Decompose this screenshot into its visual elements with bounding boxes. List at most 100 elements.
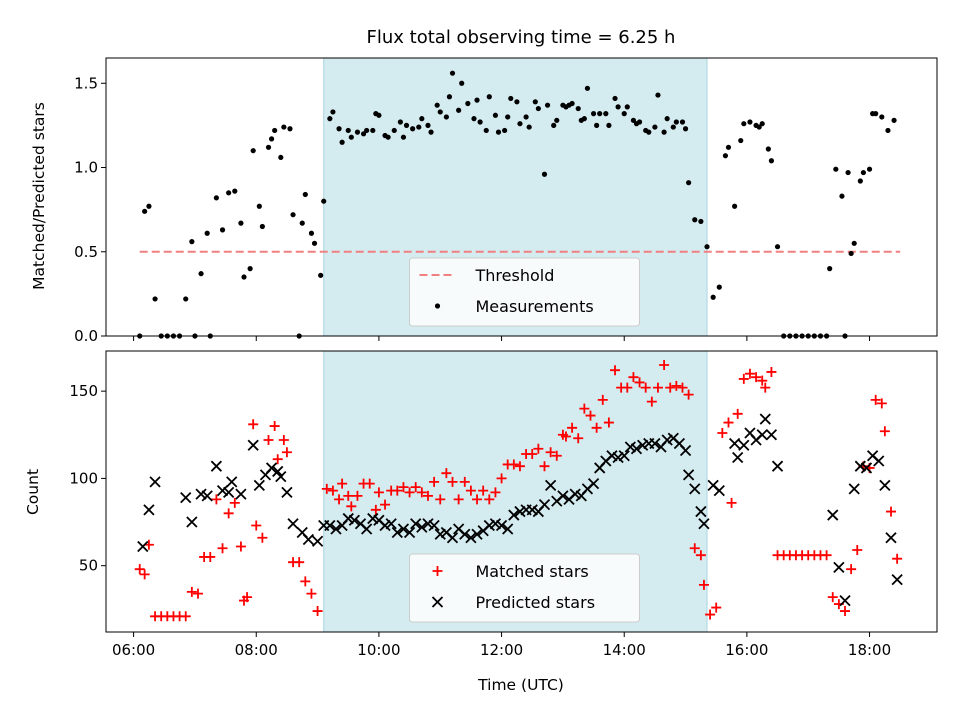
measurement-point [692, 217, 698, 223]
predicted-star-point [630, 443, 643, 455]
predicted-star-point [403, 526, 416, 539]
matched-star-point [652, 382, 663, 393]
predicted-star-point [385, 518, 397, 530]
predicted-star-point [839, 594, 851, 607]
predicted-star-point [459, 528, 471, 540]
top-panel: 0.0 0.5 1.0 1.5 Threshold Measurements [74, 57, 938, 345]
matched-star-point [876, 398, 887, 409]
predicted-star-point [873, 455, 885, 467]
matched-star-point [306, 588, 317, 599]
measurement-point [474, 97, 480, 103]
predicted-star-point [391, 526, 403, 539]
measurement-point [403, 122, 410, 128]
predicted-star-point [713, 484, 725, 497]
x-tick-label: 14:00 [603, 641, 646, 659]
predicted-star-point [679, 444, 692, 457]
measurement-point [226, 190, 232, 196]
measurement-point [204, 230, 210, 236]
matched-star-point [398, 482, 409, 493]
matched-star-point [416, 487, 427, 498]
matched-star-point [879, 426, 890, 437]
matched-star-point [766, 366, 777, 377]
predicted-star-point [471, 528, 483, 540]
measurement-point [845, 169, 851, 176]
matched-star-point [192, 588, 203, 599]
measurement-point [774, 244, 781, 250]
matched-star-point [640, 382, 651, 393]
measurement-point [385, 134, 391, 140]
matched-star-point [478, 485, 489, 496]
measurement-point [630, 117, 637, 123]
matched-star-point [646, 396, 657, 407]
matched-star-point [677, 382, 688, 393]
predicted-star-point [827, 509, 839, 521]
top-axes-frame [105, 57, 938, 337]
matched-star-point [757, 375, 768, 386]
matched-star-point [312, 606, 323, 617]
predicted-star-point [247, 439, 259, 451]
matched-star-point [579, 403, 590, 414]
measurement-point [554, 117, 560, 123]
matched-star-point [560, 431, 571, 442]
matched-star-point [508, 459, 519, 470]
matched-star-point [248, 419, 259, 430]
predicted-star-point [223, 486, 235, 499]
measurement-point [397, 119, 403, 125]
bottom-y-tick-label: 50 [79, 557, 98, 575]
measurement-point [354, 129, 361, 135]
measurement-point [673, 119, 679, 125]
predicted-star-point [465, 532, 477, 544]
measurement-point [410, 126, 416, 132]
legend-label: Measurements [476, 297, 594, 316]
predicted-star-point [618, 450, 630, 462]
measurement-point [636, 119, 643, 125]
matched-star-point [846, 564, 857, 575]
legend-label: Predicted stars [476, 593, 596, 612]
matched-star-point [263, 435, 274, 446]
measurement-point [425, 122, 431, 128]
measurement-point [477, 119, 483, 125]
measurement-point [759, 121, 765, 127]
measurement-point [590, 111, 597, 117]
predicted-star-point [544, 479, 557, 492]
matched-star-point [732, 408, 743, 419]
measurement-point [646, 129, 652, 135]
predicted-star-point [302, 533, 315, 546]
matched-star-point [370, 504, 381, 515]
measurement-point [492, 112, 499, 118]
measurement-point [495, 129, 502, 135]
measurement-point [241, 274, 247, 280]
measurement-point [336, 126, 342, 132]
matched-star-point [242, 592, 253, 603]
x-tick-label: 12:00 [480, 641, 523, 659]
measurement-point [376, 112, 382, 118]
matched-star-point [422, 490, 433, 501]
measurement-point [142, 208, 148, 214]
measurement-point [486, 94, 492, 100]
measurement-point [502, 127, 508, 134]
matched-star-point [591, 422, 602, 433]
measurement-point [213, 195, 219, 201]
predicted-star-point [324, 519, 336, 532]
predicted-star-point [186, 516, 198, 528]
measurement-point [879, 114, 885, 120]
measurement-point [299, 220, 305, 226]
measurement-point [434, 102, 440, 108]
measurement-point [456, 107, 462, 113]
matched-star-point [251, 520, 262, 531]
matched-star-point [373, 487, 384, 498]
predicted-star-point [275, 471, 287, 483]
measurement-point [449, 70, 456, 76]
measurement-point [232, 188, 238, 194]
matched-star-point [760, 382, 771, 393]
measurement-point [348, 134, 354, 140]
measurement-point [360, 131, 367, 137]
matched-star-point [343, 490, 354, 501]
measurement-point [265, 144, 272, 150]
chart-title: Flux total observing time = 6.25 h [367, 27, 676, 48]
predicted-star-point [265, 462, 278, 474]
matched-star-point [327, 485, 338, 496]
matched-star-point [186, 586, 197, 597]
measurement-point [581, 116, 587, 122]
matched-star-point [671, 380, 682, 391]
